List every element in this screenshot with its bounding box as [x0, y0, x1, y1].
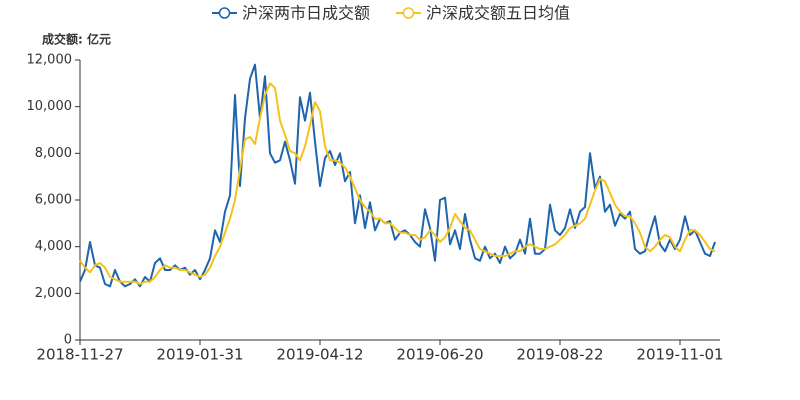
y-tick-label: 4,000 [35, 239, 72, 254]
legend-marker [402, 7, 415, 19]
x-tick-label: 2019-01-31 [156, 346, 243, 364]
legend-label: 沪深成交额五日均值 [426, 4, 570, 23]
y-tick-label: 8,000 [35, 146, 72, 161]
x-tick-label: 2019-04-12 [276, 346, 363, 364]
y-tick-label: 10,000 [27, 99, 73, 114]
y-tick-label: 0 [64, 333, 72, 348]
x-tick-label: 2019-08-22 [516, 346, 603, 364]
y-unit-label: 成交额: 亿元 [42, 32, 111, 47]
x-tick-label: 2019-11-01 [636, 346, 723, 364]
y-tick-label: 6,000 [35, 193, 72, 208]
legend-marker [218, 7, 231, 19]
y-tick-label: 12,000 [27, 53, 73, 68]
y-tick-label: 2,000 [35, 286, 72, 301]
legend-label: 沪深两市日成交额 [242, 4, 370, 23]
series-line [79, 63, 716, 288]
x-tick-label: 2019-06-20 [396, 346, 483, 364]
x-tick-label: 2018-11-27 [36, 346, 123, 364]
series-line [79, 82, 716, 285]
